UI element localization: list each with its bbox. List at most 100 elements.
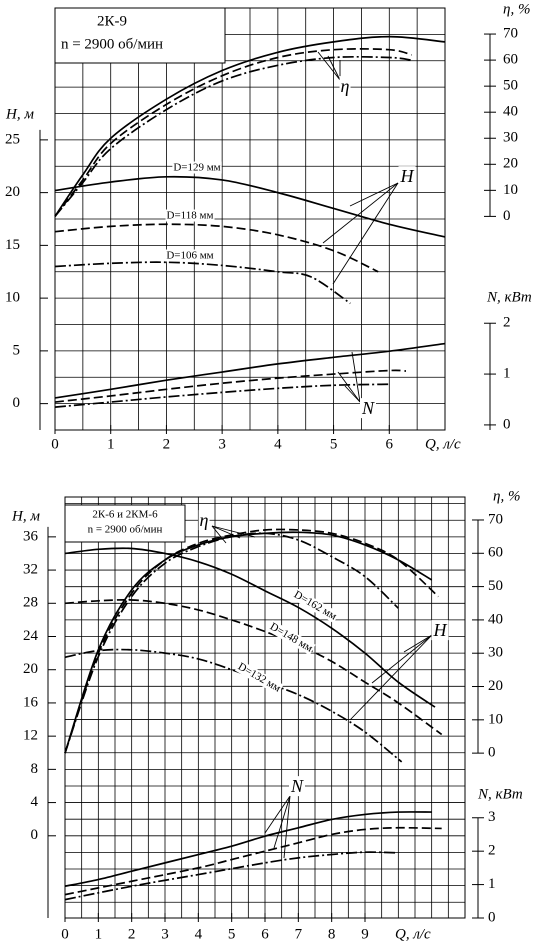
curve xyxy=(54,261,351,305)
y-tick-label: 5 xyxy=(13,342,21,358)
y-tick-label: 24 xyxy=(23,628,39,644)
leader-line xyxy=(337,371,361,403)
x-tick-label: 3 xyxy=(161,926,169,942)
y2-tick-label: 10 xyxy=(503,182,518,198)
y-axis-label: H, м xyxy=(5,106,34,122)
label-background xyxy=(288,776,305,797)
curve xyxy=(54,55,412,217)
curve xyxy=(64,547,436,708)
label-background xyxy=(234,660,284,696)
leader-line xyxy=(371,634,433,684)
y-tick-label: 20 xyxy=(5,184,20,200)
y2-tick-label: 70 xyxy=(503,25,518,41)
y3-tick-label: 2 xyxy=(488,843,496,859)
y2-tick-label: 40 xyxy=(488,611,503,627)
chart-subtitle: n = 2900 об/мин xyxy=(61,36,163,52)
curve xyxy=(54,369,407,403)
y2-tick-label: 0 xyxy=(488,745,496,761)
x-tick-label: 9 xyxy=(361,926,369,942)
leader-line xyxy=(211,525,241,539)
label-background xyxy=(431,620,449,641)
leader-line xyxy=(349,634,433,721)
curve xyxy=(64,532,399,754)
y2-axis-label: η, % xyxy=(493,488,520,504)
y-tick-label: 36 xyxy=(23,528,39,544)
x-axis-label: Q, л/с xyxy=(425,436,461,452)
label-background xyxy=(172,161,222,174)
x-tick-label: 1 xyxy=(95,926,103,942)
x-tick-label: 5 xyxy=(330,436,338,452)
leader-line xyxy=(211,525,227,544)
label-background xyxy=(290,588,340,624)
leader-line xyxy=(349,182,399,207)
leader-line xyxy=(322,182,399,244)
y2-axis-label: η, % xyxy=(503,1,530,17)
y3-tick-label: 0 xyxy=(488,909,496,925)
diameter-label: D=129 мм xyxy=(173,162,220,174)
y3-tick-label: 1 xyxy=(503,366,511,382)
label-background xyxy=(339,76,351,97)
y-tick-label: 32 xyxy=(23,562,38,578)
leader-line xyxy=(327,55,341,81)
y2-tick-label: 10 xyxy=(488,711,503,727)
y-tick-label: 20 xyxy=(23,661,38,677)
x-tick-label: 2 xyxy=(163,436,171,452)
curve xyxy=(64,851,399,901)
leader-line xyxy=(351,351,361,403)
leader-line xyxy=(264,795,291,834)
x-tick-label: 5 xyxy=(228,926,236,942)
leader-line xyxy=(211,525,256,538)
y3-axis-label: N, кВт xyxy=(486,289,532,305)
y2-tick-label: 40 xyxy=(503,104,518,120)
diameter-label: D=148 мм xyxy=(268,621,315,655)
leader-line xyxy=(332,182,399,285)
label-background xyxy=(198,510,210,531)
curve xyxy=(64,531,433,754)
chart-subtitle: n = 2900 об/мин xyxy=(88,524,163,536)
label-background xyxy=(165,249,215,262)
x-tick-label: 2 xyxy=(128,926,136,942)
x-tick-label: 1 xyxy=(107,436,115,452)
x-tick-label: 6 xyxy=(386,436,394,452)
y2-tick-label: 70 xyxy=(488,511,503,527)
y2-tick-label: 60 xyxy=(488,545,503,561)
y-tick-label: 15 xyxy=(5,237,20,253)
x-tick-label: 3 xyxy=(218,436,226,452)
x-tick-label: 0 xyxy=(51,436,59,452)
leader-line xyxy=(283,795,291,859)
chart-title: 2К-9 xyxy=(97,13,127,29)
label-background xyxy=(165,209,215,222)
x-tick-label: 4 xyxy=(274,436,282,452)
y-tick-label: 0 xyxy=(31,827,39,843)
x-tick-label: 8 xyxy=(328,926,336,942)
curve-group-label: N xyxy=(361,398,375,418)
y3-tick-label: 2 xyxy=(503,315,511,331)
y-tick-label: 28 xyxy=(23,595,38,611)
y2-tick-label: 20 xyxy=(488,678,503,694)
x-tick-label: 6 xyxy=(261,926,269,942)
y3-axis-label: N, кВт xyxy=(477,786,523,802)
curve-group-label: η xyxy=(200,510,209,530)
y3-tick-label: 3 xyxy=(488,809,496,825)
x-tick-label: 0 xyxy=(61,926,69,942)
curve xyxy=(54,342,446,399)
title-box xyxy=(54,7,226,64)
curve xyxy=(64,826,442,896)
y2-tick-label: 30 xyxy=(503,130,518,146)
label-background xyxy=(359,398,376,419)
y3-tick-label: 0 xyxy=(503,416,511,432)
x-tick-label: 7 xyxy=(295,926,303,942)
x-tick-label: 4 xyxy=(195,926,203,942)
curve xyxy=(64,598,443,736)
curve-group-label: η xyxy=(341,76,350,96)
y-tick-label: 16 xyxy=(23,694,39,710)
label-background xyxy=(266,620,316,656)
y2-tick-label: 60 xyxy=(503,52,518,68)
leader-line xyxy=(273,795,291,849)
curve xyxy=(54,223,379,273)
diameter-label: D=106 мм xyxy=(166,250,213,262)
label-background xyxy=(398,166,416,187)
leader-line xyxy=(317,51,341,81)
curve-group-label: H xyxy=(433,620,448,640)
y-tick-label: 10 xyxy=(5,290,20,306)
